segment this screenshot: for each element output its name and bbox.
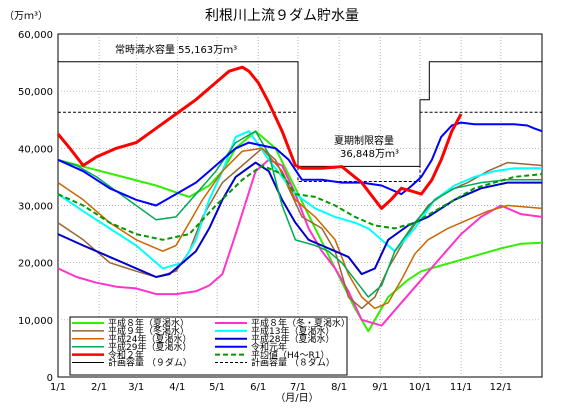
chart-title: 利根川上流９ダム貯水量 [205, 8, 359, 24]
legend-label: 平成９年（冬渇水） [108, 325, 189, 337]
y-tick-label: 50,000 [18, 87, 53, 98]
y-tick-label: 0 [47, 373, 53, 384]
legend-label: 平成28年（夏渇水） [251, 333, 334, 345]
legend-label: 令和２年 [108, 349, 144, 361]
y-tick-label: 10,000 [18, 316, 53, 327]
x-tick-label: 5/1 [209, 382, 225, 393]
legend-label: 令和元年 [251, 341, 287, 353]
series-lines [56, 61, 543, 333]
y-tick-label: 30,000 [18, 202, 53, 213]
x-tick-label: 2/1 [91, 382, 107, 393]
x-tick-label: 6/1 [250, 382, 266, 393]
legend-label: 計画容量 （８ダム） [251, 357, 335, 369]
annotation-normal-capacity: 常時満水容量 55,163万ｍ³ [115, 43, 237, 56]
x-tick-label: 10/1 [409, 382, 431, 393]
x-tick-label: 9/1 [372, 382, 388, 393]
series-line-6 [57, 130, 542, 298]
x-tick-label: 7/1 [290, 382, 306, 393]
legend-label: 平成８年（夏渇水） [108, 317, 189, 329]
legend: 平成８年（夏渇水） 平成８年（冬・夏渇水）平成９年（冬渇水） 平成13年（夏渇水）平… [69, 316, 350, 376]
x-tick-label: 1/1 [50, 382, 66, 393]
series-line-7 [57, 121, 543, 207]
annotation-summer-capacity-label: 夏期制限容量 [334, 134, 394, 147]
legend-label: 平成29年（夏渇水） [108, 341, 191, 353]
x-axis-label: （月/日） [275, 392, 318, 404]
x-tick-labels: 1/1 2/1 3/1 4/1 5/1 6/1 7/1 8/1 9/1 10/1 11/1 12/1 [50, 382, 512, 393]
x-tick-label: 12/1 [490, 382, 512, 393]
x-tick-label: 3/1 [128, 382, 144, 393]
legend-box [69, 316, 348, 376]
x-tick-label: 11/1 [450, 382, 472, 393]
x-tick-label: 4/1 [169, 382, 185, 393]
y-tick-label: 20,000 [18, 259, 53, 270]
y-axis-unit: （万ｍ³） [4, 10, 48, 22]
legend-label: 計画容量 （９ダム） [108, 357, 192, 369]
series-line-9 [57, 164, 543, 241]
y-tick-labels: 0 10,000 20,000 30,000 40,000 50,000 60,000 [18, 30, 53, 384]
series-line-10 [58, 61, 542, 167]
annotation-summer-capacity-value: 36,848万ｍ³ [340, 149, 399, 160]
y-tick-label: 60,000 [18, 30, 53, 41]
legend-label: 平成24年（夏渇水） [108, 333, 191, 345]
series-line-8 [56, 65, 463, 210]
legend-label: 平均値（H4～R1） [251, 349, 329, 361]
y-tick-label: 40,000 [18, 144, 53, 155]
series-line-4 [57, 147, 543, 310]
legend-label: 平成13年（夏渇水） [251, 325, 334, 337]
x-tick-label: 8/1 [331, 382, 347, 393]
legend-label: 平成８年（冬・夏渇水） [251, 317, 350, 329]
